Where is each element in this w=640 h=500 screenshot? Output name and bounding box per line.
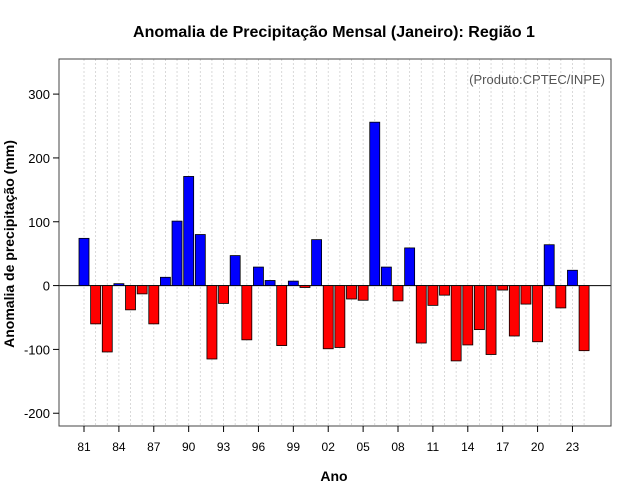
bar-2022	[555, 285, 567, 309]
bar-1985	[125, 285, 136, 311]
credit-text: (Produto:CPTEC/INPE)	[469, 72, 605, 87]
bar-2023	[567, 269, 578, 286]
y-tick-label: 300	[28, 87, 50, 102]
bar-2008	[392, 285, 404, 302]
plot-border	[58, 58, 612, 427]
y-tick-label: -200	[24, 406, 50, 421]
bar-2018	[508, 285, 520, 337]
bar-1984	[113, 283, 125, 286]
bar-1999	[287, 280, 299, 286]
bar-2020	[532, 285, 543, 343]
x-tick-label: 96	[252, 440, 266, 454]
x-tick-label: 81	[77, 440, 91, 454]
bar-1982	[90, 285, 102, 325]
bar-2012	[439, 285, 450, 296]
bars-group	[78, 121, 590, 362]
bar-2011	[427, 285, 439, 306]
x-axis: 81 84 87 90 93 96 99 02 05 08 11 14 17 20 23	[77, 426, 579, 454]
bar-1990	[183, 176, 195, 286]
bar-2016	[485, 285, 497, 355]
x-tick-label: 84	[112, 440, 126, 454]
bar-1986	[136, 285, 148, 295]
bar-1993	[218, 285, 229, 304]
bar-2007	[380, 266, 392, 286]
x-axis-label: Ano	[320, 468, 347, 484]
bar-1996	[253, 266, 264, 286]
x-tick-label: 02	[322, 440, 336, 454]
bar-2015	[474, 285, 485, 331]
bar-1991	[194, 234, 206, 286]
bar-1995	[241, 285, 253, 341]
y-axis: -200 -100 0 100 200 300	[24, 87, 59, 421]
bar-1981	[78, 237, 90, 286]
bar-2021	[543, 244, 555, 286]
x-tick-label: 20	[531, 440, 545, 454]
y-tick-label: 200	[28, 151, 50, 166]
bar-2017	[497, 285, 509, 291]
bar-2001	[311, 239, 323, 286]
vertical-gridlines	[83, 59, 585, 426]
bar-2002	[322, 285, 334, 350]
x-tick-label: 87	[147, 440, 161, 454]
bar-1988	[160, 276, 171, 286]
y-tick-label: -100	[24, 342, 50, 357]
x-tick-label: 99	[287, 440, 301, 454]
bar-2000	[299, 285, 311, 288]
bar-2013	[450, 285, 462, 362]
bar-1983	[101, 285, 113, 353]
x-tick-label: 23	[566, 440, 580, 454]
bar-2019	[520, 285, 532, 305]
bar-2010	[415, 285, 427, 344]
x-tick-label: 14	[461, 440, 475, 454]
x-tick-label: 93	[217, 440, 231, 454]
bar-2009	[404, 247, 416, 286]
bar-1997	[264, 280, 276, 286]
x-tick-label: 05	[356, 440, 370, 454]
x-tick-label: 17	[496, 440, 510, 454]
y-tick-label: 0	[43, 279, 50, 294]
y-tick-label: 100	[28, 215, 50, 230]
x-tick-label: 90	[182, 440, 196, 454]
bar-2004	[346, 285, 357, 300]
y-axis-label: Anomalia de precipitação (mm)	[1, 140, 17, 348]
bar-1989	[171, 220, 183, 286]
bar-1998	[276, 285, 288, 346]
bar-2014	[462, 285, 474, 346]
bar-2005	[357, 285, 369, 301]
bar-2024	[578, 285, 590, 352]
x-tick-label: 11	[427, 440, 440, 454]
bar-1992	[206, 285, 218, 360]
chart-title: Anomalia de Precipitação Mensal (Janeiro…	[133, 24, 535, 41]
x-tick-label: 08	[391, 440, 405, 454]
bar-1994	[229, 255, 241, 286]
bar-2003	[334, 285, 346, 348]
bar-1987	[148, 285, 160, 325]
bar-2006	[369, 121, 381, 286]
